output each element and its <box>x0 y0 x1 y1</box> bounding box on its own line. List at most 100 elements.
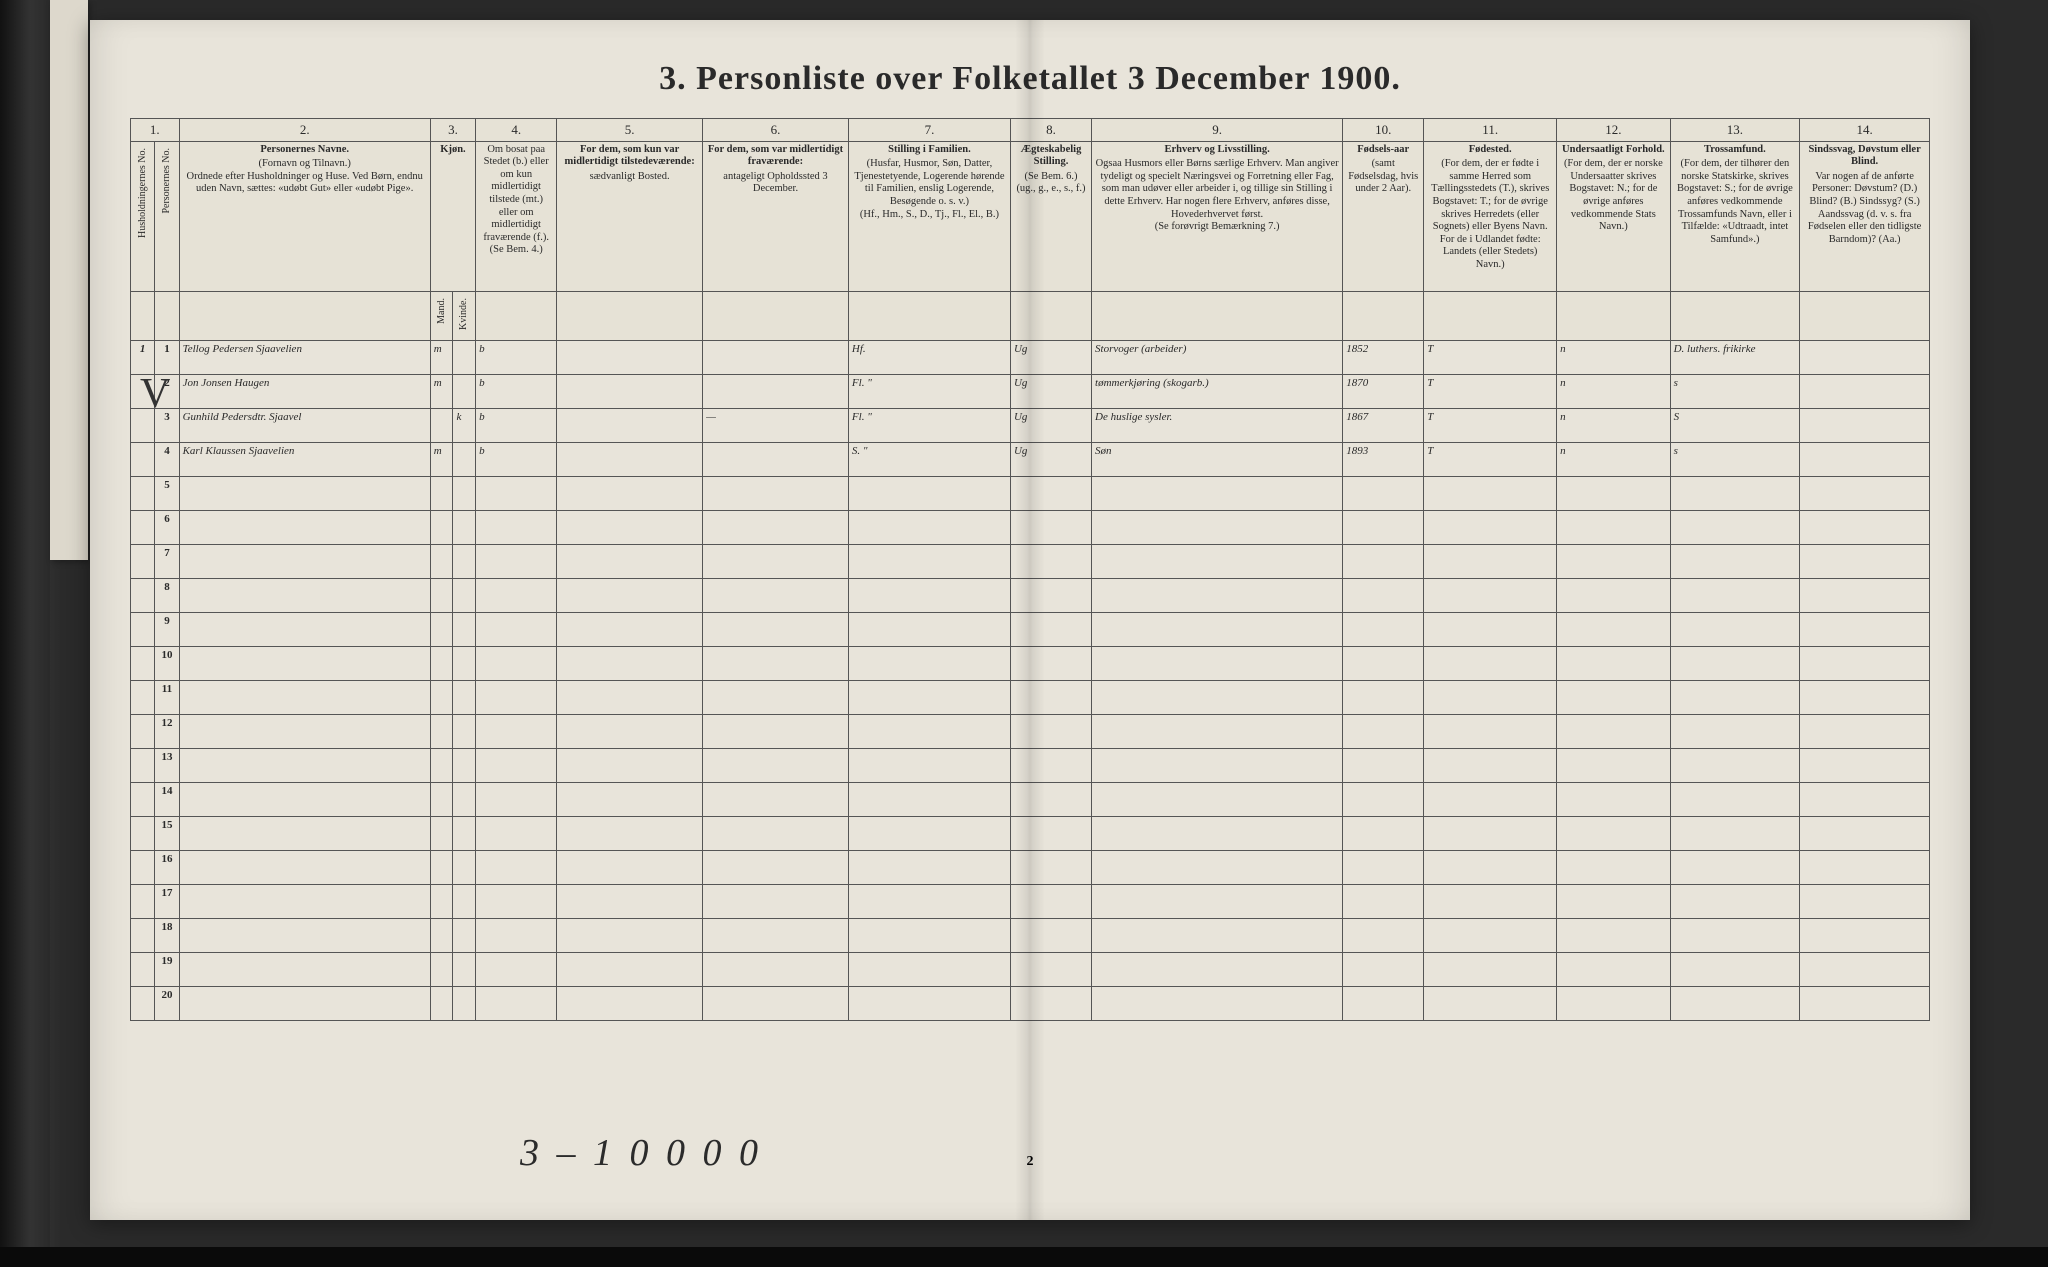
cell-blank <box>1010 510 1091 544</box>
cell-blank <box>703 680 849 714</box>
cell-blank <box>1010 986 1091 1020</box>
cell-blank <box>557 952 703 986</box>
cell-blank <box>453 850 476 884</box>
cell-blank <box>1010 714 1091 748</box>
cell-blank <box>1424 952 1557 986</box>
cell-disability <box>1800 442 1930 476</box>
cell-occupation: tømmerkjøring (skogarb.) <box>1092 374 1343 408</box>
cell-blank <box>1670 918 1800 952</box>
cell-blank <box>1557 612 1670 646</box>
cell-household-no <box>131 782 155 816</box>
cell-blank <box>848 782 1010 816</box>
cell-household-no <box>131 748 155 782</box>
cell-blank <box>179 850 430 884</box>
cell-blank <box>703 748 849 782</box>
cell-blank <box>1424 714 1557 748</box>
cell-person-no: 15 <box>155 816 179 850</box>
cell-temp-present <box>557 442 703 476</box>
column-number: 8. <box>1010 119 1091 142</box>
cell-blank <box>848 578 1010 612</box>
cell-blank <box>1092 578 1343 612</box>
cell-religion: D. luthers. frikirke <box>1670 340 1800 374</box>
table-body: 11Tellog Pedersen SjaavelienmbHf.UgStorv… <box>131 340 1930 1020</box>
cell-blank <box>1424 476 1557 510</box>
cell-blank <box>1557 884 1670 918</box>
table-row-blank: 9 <box>131 612 1930 646</box>
column-number: 4. <box>476 119 557 142</box>
cell-person-no: 12 <box>155 714 179 748</box>
cell-marital: Ug <box>1010 442 1091 476</box>
cell-blank <box>557 816 703 850</box>
cell-blank <box>1343 510 1424 544</box>
cell-blank <box>1010 680 1091 714</box>
cell-blank <box>430 476 453 510</box>
header-household-no: Husholdningernes No. <box>131 141 155 291</box>
cell-blank <box>476 680 557 714</box>
footer-handwritten-tally: 3 – 1 0 0 0 0 <box>520 1131 762 1175</box>
cell-blank <box>1424 782 1557 816</box>
cell-blank <box>848 748 1010 782</box>
cell-disability <box>1800 408 1930 442</box>
cell-blank <box>476 850 557 884</box>
cell-blank <box>1092 782 1343 816</box>
cell-household-no <box>131 952 155 986</box>
cell-blank <box>1557 986 1670 1020</box>
cell-blank <box>703 646 849 680</box>
margin-check-mark: V <box>140 370 170 418</box>
cell-person-no: 10 <box>155 646 179 680</box>
table-row: 11Tellog Pedersen SjaavelienmbHf.UgStorv… <box>131 340 1930 374</box>
column-number: 2. <box>179 119 430 142</box>
cell-blank <box>848 884 1010 918</box>
header-temp-absent: For dem, som var midlertidigt fraværende… <box>703 141 849 291</box>
cell-blank <box>703 884 849 918</box>
table-row: 3Gunhild Pedersdtr. Sjaavelkb—Fl. "UgDe … <box>131 408 1930 442</box>
cell-family-pos: Hf. <box>848 340 1010 374</box>
cell-blank <box>1010 646 1091 680</box>
cell-blank <box>848 510 1010 544</box>
cell-blank <box>1092 850 1343 884</box>
column-number: 10. <box>1343 119 1424 142</box>
cell-blank <box>430 816 453 850</box>
cell-blank <box>1670 646 1800 680</box>
cell-blank <box>1800 714 1930 748</box>
column-number: 9. <box>1092 119 1343 142</box>
table-row-blank: 8 <box>131 578 1930 612</box>
cell-sex-m: m <box>430 442 453 476</box>
cell-blank <box>179 578 430 612</box>
cell-person-no: 7 <box>155 544 179 578</box>
cell-blank <box>453 646 476 680</box>
cell-blank <box>1424 578 1557 612</box>
cell-blank <box>1800 952 1930 986</box>
table-row-blank: 20 <box>131 986 1930 1020</box>
header-occupation: Erhverv og Livsstilling. Ogsaa Husmors e… <box>1092 141 1343 291</box>
cell-blank <box>848 986 1010 1020</box>
cell-blank <box>1670 782 1800 816</box>
cell-blank <box>453 510 476 544</box>
cell-nationality: n <box>1557 340 1670 374</box>
table-row-blank: 10 <box>131 646 1930 680</box>
header-temp-present: For dem, som kun var midlertidigt tilste… <box>557 141 703 291</box>
cell-blank <box>1343 952 1424 986</box>
cell-blank <box>1092 646 1343 680</box>
cell-blank <box>1800 782 1930 816</box>
cell-blank <box>1010 748 1091 782</box>
census-table: 1.2.3.4.5.6.7.8.9.10.11.12.13.14. Hushol… <box>130 118 1930 1021</box>
cell-blank <box>1010 544 1091 578</box>
column-number-row: 1.2.3.4.5.6.7.8.9.10.11.12.13.14. <box>131 119 1930 142</box>
cell-blank <box>430 986 453 1020</box>
cell-person-no: 11 <box>155 680 179 714</box>
cell-blank <box>1800 510 1930 544</box>
cell-sex-m: m <box>430 374 453 408</box>
cell-residence: b <box>476 442 557 476</box>
cell-blank <box>1010 884 1091 918</box>
cell-blank <box>848 850 1010 884</box>
cell-birthplace: T <box>1424 408 1557 442</box>
cell-blank <box>1092 918 1343 952</box>
cell-blank <box>848 476 1010 510</box>
cell-blank <box>1557 816 1670 850</box>
cell-blank <box>1092 952 1343 986</box>
cell-blank <box>848 952 1010 986</box>
cell-blank <box>1010 816 1091 850</box>
cell-sex-k: k <box>453 408 476 442</box>
cell-blank <box>179 612 430 646</box>
